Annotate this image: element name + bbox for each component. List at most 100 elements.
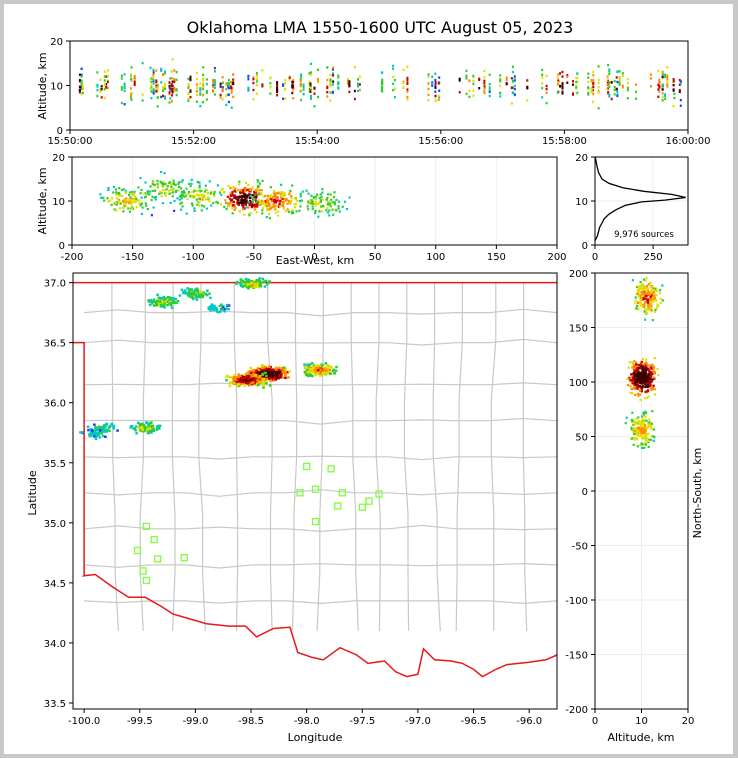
plan-density-cell — [271, 372, 274, 376]
plan-density-cell — [268, 280, 271, 283]
time-density-cell — [310, 97, 312, 100]
ew-density-cell — [133, 201, 136, 204]
ytick-label: -100 — [565, 596, 588, 607]
time-density-cell — [276, 81, 279, 84]
ew-density-cell — [311, 200, 314, 203]
ew-density-cell — [131, 198, 134, 201]
plan-density-cell — [280, 373, 283, 376]
ew-density-cell — [252, 204, 255, 207]
ytick-label: 50 — [575, 433, 588, 444]
ew-density-cell — [317, 215, 320, 218]
time-density-cell — [431, 81, 434, 84]
plan-density-cell — [253, 370, 256, 373]
ew-density-cell — [156, 182, 159, 186]
ns-density-cell — [644, 385, 647, 389]
plan-density-cell — [161, 305, 164, 308]
time-density-cell — [406, 82, 409, 85]
time-density-cell — [465, 92, 468, 96]
time-density-cell — [175, 70, 178, 74]
xtick-label: 250 — [644, 252, 663, 263]
time-density-cell — [213, 93, 216, 96]
time-density-cell — [284, 82, 287, 85]
ew-density-cell — [275, 196, 278, 200]
ew-density-cell — [238, 183, 241, 186]
time-density-cell — [406, 90, 409, 93]
time-density-cell — [317, 95, 319, 99]
ew-density-cell — [246, 194, 249, 197]
ew-density-cell — [213, 190, 216, 194]
plan-density-cell — [324, 367, 328, 370]
ns-density-cell — [644, 412, 648, 415]
plan-density-cell — [318, 370, 321, 373]
station-marker — [375, 490, 383, 498]
time-density-cell — [337, 86, 340, 89]
ew-density-cell — [256, 200, 259, 203]
time-density-cell — [156, 88, 159, 91]
plan-density-cell — [80, 431, 84, 434]
ew-density-cell — [115, 201, 118, 204]
time-density-cell — [173, 89, 176, 92]
plan-density-cell — [216, 311, 219, 314]
ew-density-cell — [311, 205, 314, 208]
plan-density-cell — [197, 291, 200, 294]
time-density-cell — [205, 82, 208, 86]
plan-density-cell — [144, 426, 147, 429]
time-density-cell — [406, 78, 409, 82]
ns-density-cell — [652, 300, 655, 303]
ns-density-cell — [632, 363, 635, 367]
ew-density-cell — [118, 187, 121, 190]
time-density-cell — [597, 78, 600, 82]
ns-density-cell — [637, 290, 640, 293]
ew-density-cell — [201, 193, 204, 196]
time-density-cell — [610, 97, 613, 101]
ew-density-cell — [330, 198, 333, 201]
xtick-label: -50 — [246, 252, 262, 263]
time-density-cell — [597, 65, 600, 68]
ns-density-cell — [628, 376, 631, 379]
ns-density-cell — [648, 370, 651, 373]
time-density-cell — [406, 98, 409, 101]
plan-density-cell — [281, 376, 285, 379]
ew-density-cell — [287, 199, 290, 203]
ew-density-cell — [234, 196, 237, 199]
time-density-cell — [348, 80, 351, 83]
ns-density-cell — [655, 299, 658, 302]
ns-density-cell — [639, 444, 642, 447]
station-marker — [142, 522, 151, 531]
ew-density-cell — [146, 193, 149, 196]
plan-density-cell — [244, 383, 247, 386]
time-density-cell — [195, 93, 198, 97]
plan-density-cell — [262, 382, 265, 385]
time-density-cell — [597, 91, 600, 94]
ew-density-cell — [254, 193, 257, 196]
plan-density-cell — [239, 380, 242, 383]
time-density-cell — [499, 74, 502, 77]
plan-density-cell — [215, 308, 218, 312]
plan-density-cell — [262, 386, 265, 389]
plan-density-cell — [188, 292, 191, 296]
time-density-cell — [162, 94, 164, 98]
time-density-cell — [575, 76, 578, 80]
time-density-cell — [597, 107, 600, 110]
ns-density-cell — [638, 393, 642, 396]
ew-density-cell — [188, 191, 191, 194]
ew-density-cell — [190, 202, 193, 205]
time-density-cell — [561, 84, 564, 87]
ns-density-cell — [635, 421, 638, 424]
plan-density-cell — [242, 377, 246, 380]
station-marker — [296, 489, 304, 497]
plan-density-cell — [152, 304, 156, 307]
ytick-label: 0 — [582, 487, 588, 498]
time-density-cell — [189, 89, 192, 92]
time-density-cell — [566, 75, 569, 78]
time-density-cell — [103, 75, 106, 78]
plan-density-cell — [101, 429, 105, 433]
time-density-cell — [168, 85, 171, 88]
time-density-cell — [170, 88, 173, 92]
time-density-cell — [592, 79, 595, 82]
time-density-cell — [308, 88, 311, 91]
ew-density-cell — [284, 209, 287, 213]
time-density-cell — [483, 87, 486, 90]
ns-density-cell — [640, 390, 643, 393]
